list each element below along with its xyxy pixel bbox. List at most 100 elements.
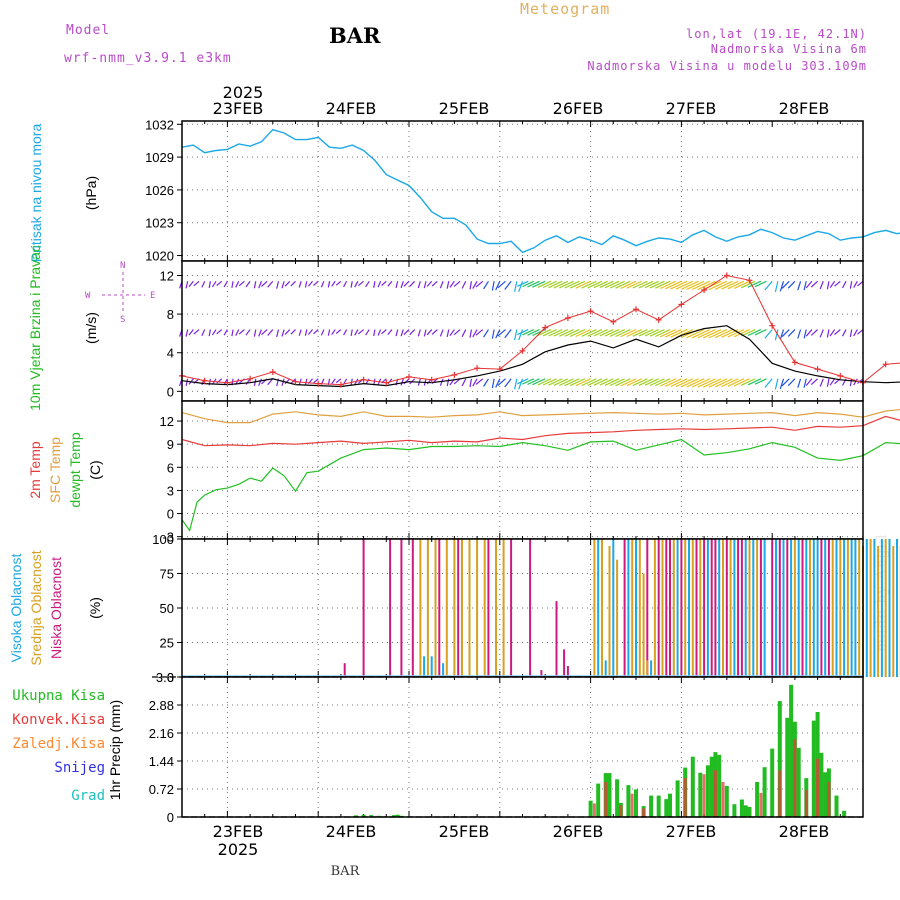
- wind-direction-barb: [797, 281, 802, 291]
- wind-tick-label-2: 8: [167, 307, 174, 322]
- legend-freezing-rain: Zaledj.Kisa: [12, 736, 105, 752]
- wind-direction-barb: [714, 378, 733, 388]
- wind-direction-barb: [805, 329, 813, 337]
- wind-direction-barb: [575, 280, 591, 289]
- cloud-bar-srednja: [884, 539, 887, 677]
- sfc-temp-line: [181, 408, 900, 424]
- wind-direction-barb: [201, 329, 206, 336]
- wind-direction-barb: [532, 280, 546, 288]
- precip-total-bar: [743, 805, 748, 817]
- cloud-bar-srednja: [642, 573, 645, 677]
- wind-direction-barb: [849, 378, 853, 387]
- wind-direction-barb: [675, 378, 694, 388]
- wind-direction-barb: [841, 281, 847, 289]
- cloud-bar-srednja: [831, 539, 834, 677]
- pressure-tick-label-1: 1023: [145, 216, 174, 231]
- wind-direction-barb: [714, 329, 733, 339]
- cloud-bar-visoka: [880, 539, 883, 677]
- precip-convective-bar: [713, 770, 717, 817]
- wind-direction-barb: [517, 280, 529, 287]
- legend-total-rain: Ukupna Kisa: [12, 688, 105, 704]
- precip-total-bar: [615, 779, 620, 817]
- cloud-bar-visoka: [718, 539, 721, 677]
- wind-direction-barb: [654, 329, 671, 338]
- precip-convective-bar: [619, 805, 623, 817]
- cloud-bar-niska: [400, 539, 403, 677]
- wind-direction-barb: [754, 280, 767, 288]
- coordinates: lon,lat (19.1E, 42.1N): [686, 27, 867, 41]
- wind-direction-barb: [514, 281, 518, 292]
- cloud-bar-srednja: [756, 539, 759, 677]
- temperature-panel: -3 0 3 6 9 12: [160, 400, 900, 545]
- cloud-bar-srednja: [434, 539, 437, 677]
- precip-total-bar: [842, 810, 847, 817]
- precip-total-bar: [777, 701, 782, 817]
- wind-direction-barb: [834, 329, 841, 335]
- precip-total-bar: [664, 799, 669, 817]
- wind-direction-barb: [826, 329, 830, 338]
- wind-direction-barb: [604, 329, 620, 337]
- date-bottom-0: 23FEB: [213, 822, 264, 841]
- wind-direction-barb: [553, 329, 569, 337]
- wind-direction-barb: [587, 329, 603, 337]
- wind-direction-barb: [395, 329, 399, 337]
- wind-direction-barb: [281, 329, 285, 337]
- temp-tick-label-3: 6: [167, 460, 174, 475]
- wind-direction-barb: [522, 280, 535, 288]
- wind-direction-barb: [779, 281, 785, 292]
- wind-direction-barb: [853, 329, 858, 337]
- cloud-bar-visoka: [835, 539, 838, 677]
- wind-gust-marker: [814, 366, 821, 373]
- wind-gust-marker: [837, 372, 844, 379]
- wind-direction-barb: [727, 329, 745, 338]
- wind-direction-barb: [803, 329, 807, 339]
- wind-direction-barb: [304, 378, 308, 386]
- cloud-bar-niska: [759, 539, 762, 677]
- wind-direction-barb: [381, 329, 387, 335]
- wind-direction-barb: [423, 329, 427, 337]
- precip-total-bar: [395, 814, 400, 817]
- wind-direction-barb: [587, 378, 603, 386]
- wind-direction-barb: [497, 329, 506, 337]
- pressure-tick-label-0: 1020: [145, 249, 174, 264]
- wind-direction-barb: [284, 280, 291, 287]
- wind-direction-barb: [697, 329, 716, 339]
- wind-direction-barb: [483, 329, 489, 338]
- cloud-bar-niska: [362, 539, 365, 677]
- cloud-bar-niska: [703, 539, 706, 677]
- wind-direction-barb: [491, 329, 495, 339]
- date-top-4: 27FEB: [666, 99, 717, 118]
- wind-direction-barb: [469, 329, 473, 338]
- wind-direction-barb: [284, 378, 291, 385]
- wind-direction-barb: [779, 378, 785, 389]
- pressure-tick-label-4: 1032: [145, 117, 174, 132]
- cloud-bar-visoka: [650, 660, 653, 677]
- wind-direction-barb: [620, 378, 637, 387]
- wind-direction-barb: [461, 329, 467, 338]
- wind-direction-barb: [532, 378, 546, 386]
- wind-direction-barb: [581, 329, 597, 337]
- wind-direction-barb: [258, 329, 263, 337]
- wind-direction-barb: [320, 281, 325, 288]
- legend-snow: Snijeg: [54, 760, 105, 776]
- wind-direction-barb: [826, 281, 830, 290]
- wind-gust-marker: [451, 371, 458, 378]
- wind-direction-barb: [235, 281, 240, 288]
- wind-gust-marker: [655, 316, 662, 323]
- wind-direction-barb: [469, 281, 473, 290]
- cloud-bar-visoka: [888, 539, 891, 677]
- date-top-1: 24FEB: [326, 99, 377, 118]
- cloud-bar-srednja: [476, 539, 479, 677]
- wind-direction-barb: [727, 378, 745, 387]
- wind-direction-barb: [670, 280, 688, 290]
- wind-direction-barb: [569, 280, 586, 289]
- wind-direction-barb: [208, 281, 211, 289]
- legend-convective-rain: Konvek.Kisa: [12, 712, 105, 728]
- wind-direction-barb: [599, 280, 614, 289]
- cloud-unit: (%): [87, 597, 103, 619]
- wind-direction-barb: [483, 378, 489, 387]
- temp-label-2m: 2m Temp: [27, 441, 43, 499]
- wind-direction-barb: [439, 378, 444, 386]
- wind-direction-barb: [537, 280, 552, 288]
- pressure-panel: 1020 1023 1026 1029 1032: [145, 117, 900, 264]
